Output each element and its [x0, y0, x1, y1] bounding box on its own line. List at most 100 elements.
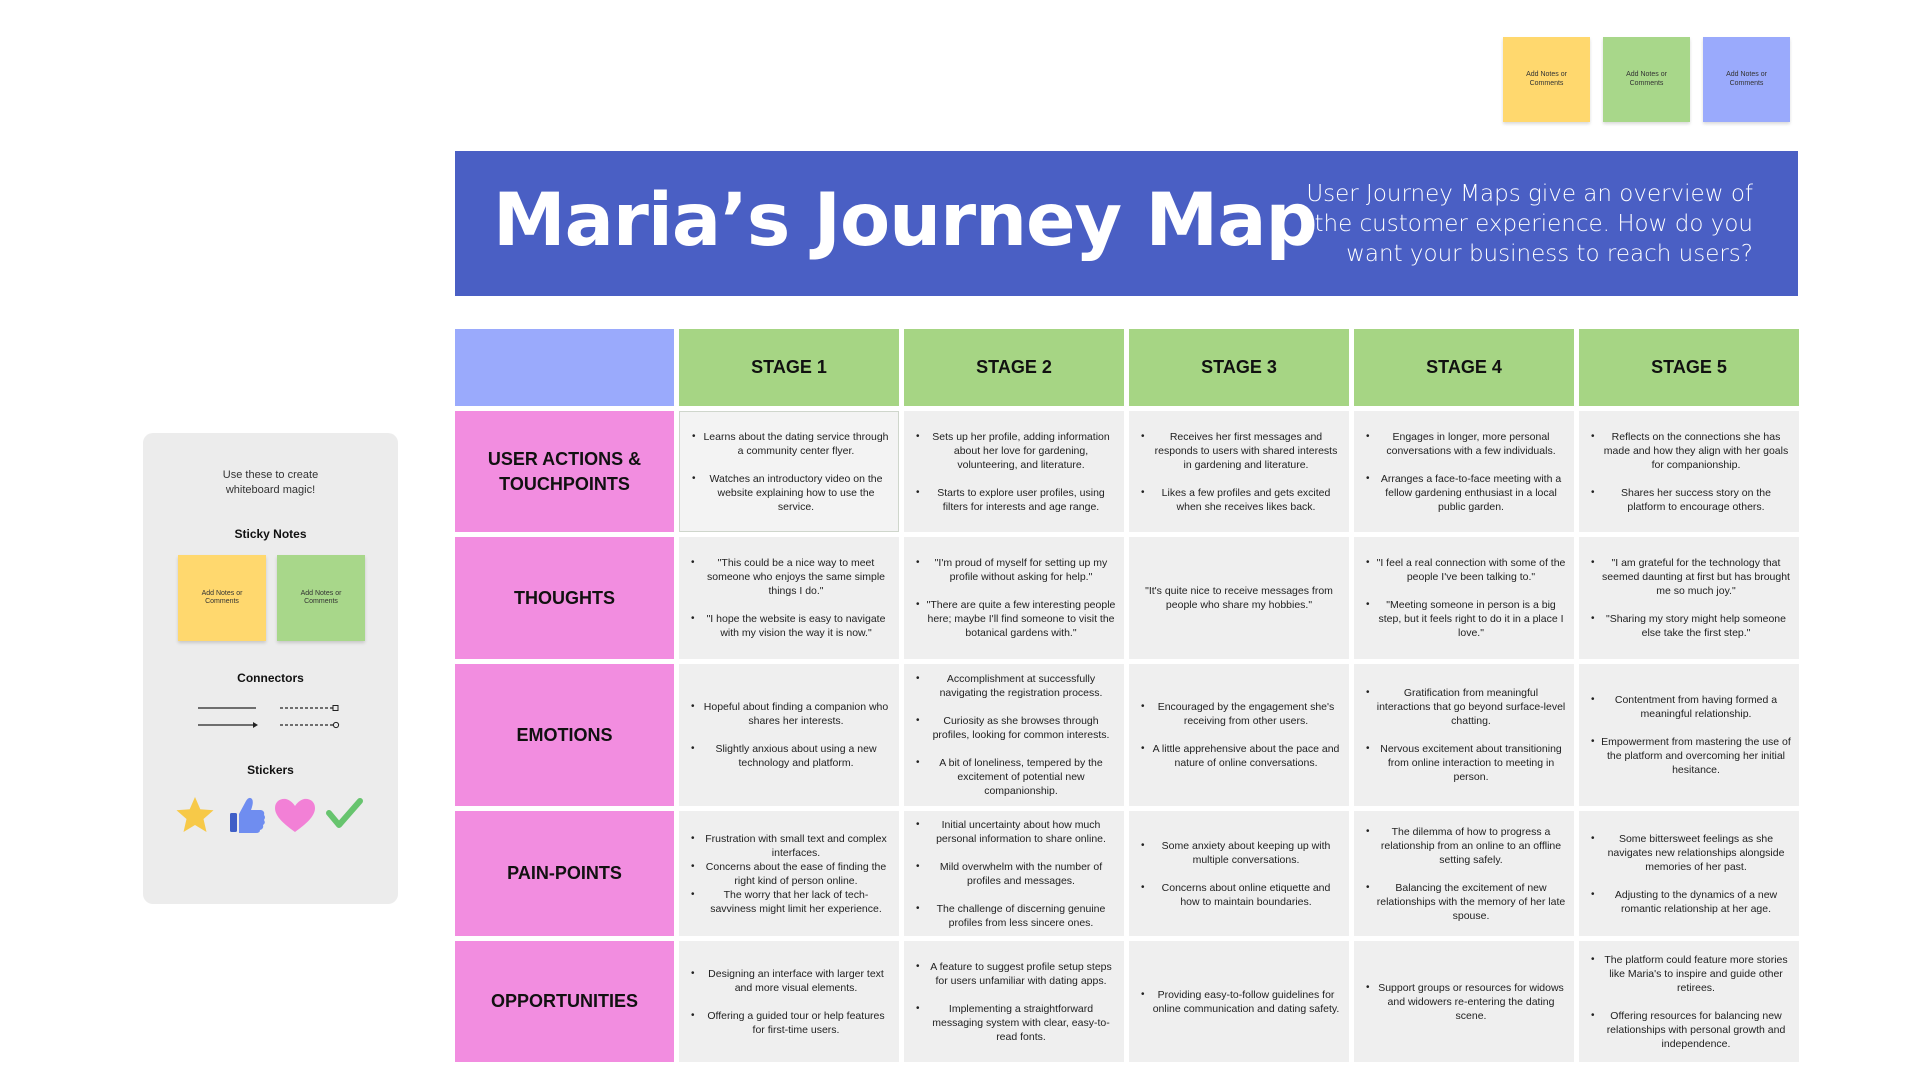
cell-bullet-list: Learns about the dating service through …: [688, 430, 890, 514]
cell-bullet: A bit of loneliness, tempered by the exc…: [912, 756, 1116, 798]
row-header: PAIN-POINTS: [455, 811, 674, 936]
sticky-note-blue[interactable]: Add Notes or Comments: [1703, 37, 1790, 122]
journey-cell[interactable]: The platform could feature more stories …: [1579, 941, 1799, 1062]
cell-bullet: A feature to suggest profile setup steps…: [912, 960, 1116, 988]
cell-bullet-list: Some bittersweet feelings as she navigat…: [1587, 832, 1791, 916]
cell-bullet: The challenge of discerning genuine prof…: [912, 902, 1116, 930]
journey-cell[interactable]: Receives her first messages and responds…: [1129, 411, 1349, 532]
cell-bullet: Accomplishment at successfully navigatin…: [912, 672, 1116, 700]
cell-bullet: Gratification from meaningful interactio…: [1362, 686, 1566, 728]
cell-bullet-list: Sets up her profile, adding information …: [912, 430, 1116, 514]
cell-bullet: "Sharing my story might help someone els…: [1587, 612, 1791, 640]
journey-cell[interactable]: Some bittersweet feelings as she navigat…: [1579, 811, 1799, 936]
cell-bullet-list: "This could be a nice way to meet someon…: [687, 556, 891, 640]
cell-bullet: Some anxiety about keeping up with multi…: [1137, 839, 1341, 867]
thumbs-up-icon[interactable]: [230, 797, 265, 833]
journey-cell[interactable]: Engages in longer, more personal convers…: [1354, 411, 1574, 532]
cell-bullet: Starts to explore user profiles, using f…: [912, 486, 1116, 514]
journey-cell[interactable]: Hopeful about finding a companion who sh…: [679, 664, 899, 806]
journey-cell[interactable]: Initial uncertainty about how much perso…: [904, 811, 1124, 936]
journey-cell[interactable]: Designing an interface with larger text …: [679, 941, 899, 1062]
journey-cell[interactable]: Learns about the dating service through …: [679, 411, 899, 532]
journey-cell[interactable]: The dilemma of how to progress a relatio…: [1354, 811, 1574, 936]
cell-bullet: The dilemma of how to progress a relatio…: [1362, 825, 1566, 867]
row-header: EMOTIONS: [455, 664, 674, 806]
page-title: Maria’s Journey Map: [493, 178, 1318, 263]
journey-cell[interactable]: Support groups or resources for widows a…: [1354, 941, 1574, 1062]
cell-bullet: The platform could feature more stories …: [1587, 953, 1791, 995]
sticky-notes-heading: Sticky Notes: [234, 527, 307, 541]
cell-bullet: Contentment from having formed a meaning…: [1587, 693, 1791, 721]
sticky-note-green[interactable]: Add Notes or Comments: [1603, 37, 1690, 122]
journey-cell[interactable]: Reflects on the connections she has made…: [1579, 411, 1799, 532]
cell-bullet-list: "I'm proud of myself for setting up my p…: [912, 556, 1116, 640]
grid-corner: [455, 329, 674, 406]
dashed-connector[interactable]: [280, 705, 339, 711]
heart-icon[interactable]: [275, 798, 315, 832]
arrow-connector[interactable]: [198, 722, 258, 728]
journey-cell[interactable]: "This could be a nice way to meet someon…: [679, 537, 899, 659]
cell-bullet: Support groups or resources for widows a…: [1362, 981, 1566, 1023]
cell-bullet: Curiosity as she browses through profile…: [912, 714, 1116, 742]
journey-cell[interactable]: "I am grateful for the technology that s…: [1579, 537, 1799, 659]
journey-cell[interactable]: "I'm proud of myself for setting up my p…: [904, 537, 1124, 659]
cell-bullet-list: Hopeful about finding a companion who sh…: [687, 700, 891, 770]
cell-bullet: Adjusting to the dynamics of a new roman…: [1587, 888, 1791, 916]
cell-bullet: Receives her first messages and responds…: [1137, 430, 1341, 472]
header-banner: Maria’s Journey Map User Journey Maps gi…: [455, 151, 1798, 296]
cell-bullet: Concerns about the ease of finding the r…: [687, 860, 891, 888]
stage-header-3: STAGE 3: [1129, 329, 1349, 406]
journey-cell[interactable]: Encouraged by the engagement she's recei…: [1129, 664, 1349, 806]
row-header: USER ACTIONS & TOUCHPOINTS: [455, 411, 674, 532]
cell-bullet: Sets up her profile, adding information …: [912, 430, 1116, 472]
cell-bullet: Implementing a straightforward messaging…: [912, 1002, 1116, 1044]
cell-bullet-list: "I feel a real connection with some of t…: [1362, 556, 1566, 640]
stage-header-4: STAGE 4: [1354, 329, 1574, 406]
dashed-circle-connector[interactable]: [280, 721, 340, 729]
cell-bullet-list: Accomplishment at successfully navigatin…: [912, 672, 1116, 798]
cell-bullet: Encouraged by the engagement she's recei…: [1137, 700, 1341, 728]
journey-cell[interactable]: "It's quite nice to receive messages fro…: [1129, 537, 1349, 659]
cell-bullet: Offering resources for balancing new rel…: [1587, 1009, 1791, 1051]
cell-bullet: Arranges a face-to-face meeting with a f…: [1362, 472, 1566, 514]
cell-bullet-list: Support groups or resources for widows a…: [1362, 981, 1566, 1023]
journey-cell[interactable]: Sets up her profile, adding information …: [904, 411, 1124, 532]
journey-cell[interactable]: Gratification from meaningful interactio…: [1354, 664, 1574, 806]
connectors-heading: Connectors: [237, 671, 304, 685]
sticky-note-yellow[interactable]: Add Notes or Comments: [1503, 37, 1590, 122]
checkmark-icon[interactable]: [326, 798, 363, 828]
toolkit-sticky-green[interactable]: Add Notes or Comments: [277, 555, 365, 641]
journey-cell[interactable]: A feature to suggest profile setup steps…: [904, 941, 1124, 1062]
banner-description: User Journey Maps give an overview of th…: [1306, 181, 1753, 267]
journey-cell[interactable]: Accomplishment at successfully navigatin…: [904, 664, 1124, 806]
cell-bullet-list: Encouraged by the engagement she's recei…: [1137, 700, 1341, 770]
cell-bullet-list: Engages in longer, more personal convers…: [1362, 430, 1566, 514]
star-icon[interactable]: [176, 797, 214, 832]
cell-bullet-list: Reflects on the connections she has made…: [1587, 430, 1791, 514]
cell-bullet-list: Frustration with small text and complex …: [687, 832, 891, 916]
stage-header-2: STAGE 2: [904, 329, 1124, 406]
cell-bullet: The worry that her lack of tech-savvines…: [687, 888, 891, 916]
toolkit-sticky-yellow[interactable]: Add Notes or Comments: [178, 555, 266, 641]
cell-bullet-list: Initial uncertainty about how much perso…: [912, 818, 1116, 930]
journey-cell[interactable]: Contentment from having formed a meaning…: [1579, 664, 1799, 806]
cell-bullet-list: Contentment from having formed a meaning…: [1587, 693, 1791, 777]
stickers-heading: Stickers: [247, 763, 294, 777]
journey-cell[interactable]: "I feel a real connection with some of t…: [1354, 537, 1574, 659]
cell-bullet-list: The platform could feature more stories …: [1587, 953, 1791, 1051]
cell-bullet: Shares her success story on the platform…: [1587, 486, 1791, 514]
cell-bullet: Reflects on the connections she has made…: [1587, 430, 1791, 472]
stage-header-1: STAGE 1: [679, 329, 899, 406]
journey-cell[interactable]: Some anxiety about keeping up with multi…: [1129, 811, 1349, 936]
cell-bullet: Providing easy-to-follow guidelines for …: [1137, 988, 1341, 1016]
journey-cell[interactable]: Frustration with small text and complex …: [679, 811, 899, 936]
cell-bullet: Learns about the dating service through …: [688, 430, 890, 458]
cell-bullet: Concerns about online etiquette and how …: [1137, 881, 1341, 909]
cell-bullet: Hopeful about finding a companion who sh…: [687, 700, 891, 728]
cell-bullet-list: Designing an interface with larger text …: [687, 967, 891, 1037]
cell-bullet-list: Gratification from meaningful interactio…: [1362, 686, 1566, 784]
cell-bullet-list: "I am grateful for the technology that s…: [1587, 556, 1791, 640]
cell-bullet-list: The dilemma of how to progress a relatio…: [1362, 825, 1566, 923]
cell-bullet: Frustration with small text and complex …: [687, 832, 891, 860]
journey-cell[interactable]: Providing easy-to-follow guidelines for …: [1129, 941, 1349, 1062]
